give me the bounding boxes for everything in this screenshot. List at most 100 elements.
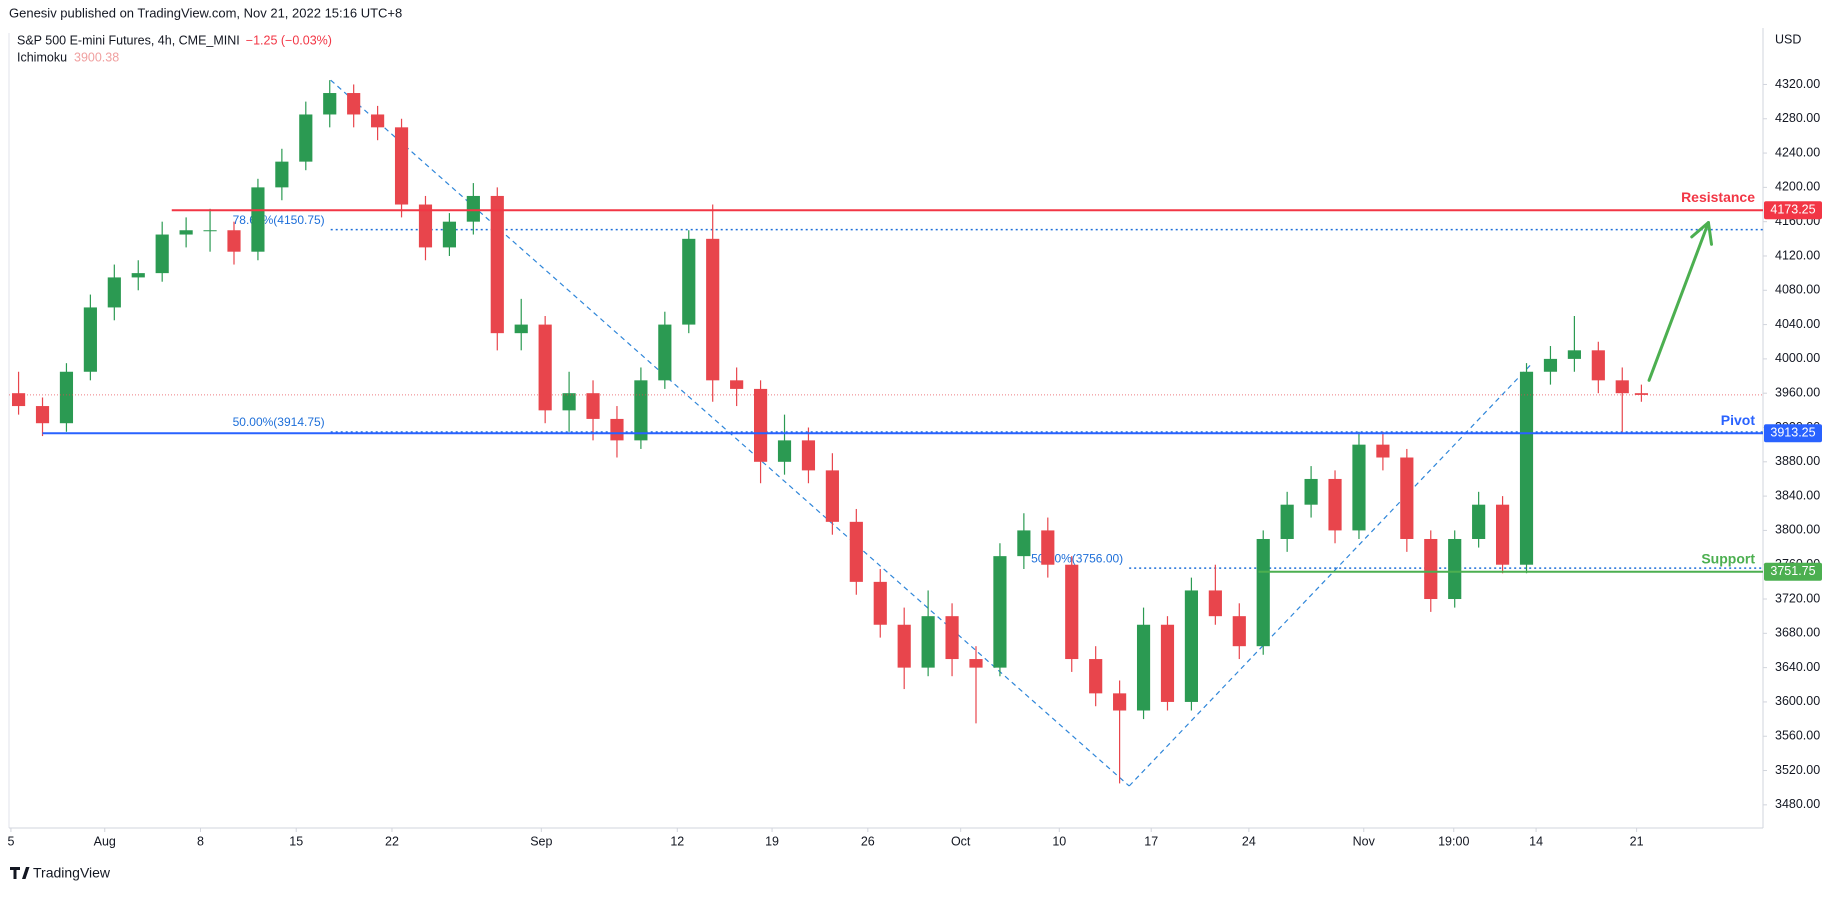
y-tick-label: 4120.00 — [1775, 248, 1820, 262]
price-tag-label: 3751.75 — [1770, 564, 1815, 578]
candle-body — [1041, 530, 1055, 565]
y-tick-label: 3560.00 — [1775, 729, 1820, 743]
candle-body — [753, 388, 768, 462]
x-tick-label: 8 — [197, 834, 204, 848]
candle-body — [131, 273, 145, 278]
candle-body — [1160, 624, 1175, 702]
published-note: Genesiv published on TradingView.com, No… — [9, 5, 402, 20]
y-tick-label: 4280.00 — [1775, 111, 1820, 125]
price-tag-label: 4173.25 — [1770, 203, 1815, 217]
candle-body — [1184, 590, 1199, 702]
y-tick-label: 4040.00 — [1775, 317, 1820, 331]
candle-body — [1448, 538, 1462, 600]
candle-body — [1136, 624, 1151, 711]
candle-body — [1113, 693, 1127, 711]
candle-body — [1424, 538, 1438, 600]
y-tick-label: 4000.00 — [1775, 351, 1820, 365]
y-tick-label: 4200.00 — [1775, 180, 1820, 194]
symbol: S&P 500 E-mini Futures, 4h, CME_MINI — [17, 33, 240, 47]
y-tick-label: 3680.00 — [1775, 626, 1820, 640]
candle-body — [299, 114, 313, 162]
candle-body — [1017, 530, 1031, 557]
candle-body — [514, 324, 528, 334]
candle-body — [466, 195, 480, 222]
y-tick-label: 3640.00 — [1775, 660, 1820, 674]
x-tick-label: 21 — [1630, 834, 1644, 848]
candle-body — [179, 230, 193, 235]
candle-body — [59, 371, 74, 424]
candle-body — [610, 418, 624, 441]
logo-mark — [10, 867, 30, 879]
candle-body — [1352, 444, 1366, 531]
x-tick-label: Sep — [530, 834, 552, 848]
fib-label: 50.00%(3914.75) — [233, 415, 325, 429]
candle-body — [323, 93, 337, 115]
candle-body — [1232, 616, 1246, 647]
candle-body — [538, 324, 552, 411]
candle-body — [1376, 444, 1390, 458]
y-tick-label: 3720.00 — [1775, 591, 1820, 605]
candle-body — [969, 659, 983, 668]
arrow-head — [1690, 221, 1714, 246]
brand-name: TradingView — [33, 865, 111, 881]
candle-body — [418, 204, 433, 248]
candle-body — [682, 238, 696, 325]
candle-body — [1567, 350, 1581, 359]
candle-body — [658, 324, 672, 381]
x-tick-label: Nov — [1353, 834, 1376, 848]
level-name: Support — [1701, 550, 1755, 566]
x-tick-label: 14 — [1529, 834, 1543, 848]
candle-body — [1615, 380, 1629, 394]
candle-body — [706, 238, 720, 381]
candle-body — [442, 221, 456, 248]
candle-body — [1065, 564, 1079, 660]
x-tick-label: 12 — [670, 834, 684, 848]
candle-body — [1280, 504, 1294, 539]
candle-body — [634, 380, 648, 441]
candle-body — [1304, 478, 1318, 505]
x-tick-label: 10 — [1052, 834, 1066, 848]
candle-body — [227, 230, 241, 252]
candle-body — [777, 440, 792, 462]
candle-body — [1089, 659, 1103, 694]
y-tick-label: 3840.00 — [1775, 488, 1820, 502]
y-tick-label: 4320.00 — [1775, 77, 1820, 91]
y-tick-label: 3960.00 — [1775, 385, 1820, 399]
y-tick-label: 4240.00 — [1775, 145, 1820, 159]
plot-area: 78.60%(4150.75)50.00%(3914.75)50.00%(375… — [9, 79, 1763, 787]
candle-body — [107, 277, 121, 308]
candle-body — [993, 556, 1007, 668]
candle-body — [586, 393, 600, 419]
indicator-value: 3900.38 — [74, 50, 119, 64]
price-tag — [1764, 201, 1822, 220]
candle-body — [371, 114, 385, 128]
currency: USD — [1775, 32, 1801, 46]
candle-body — [849, 521, 863, 582]
candle-body — [825, 470, 839, 522]
candle-body — [155, 234, 169, 274]
candle-body — [347, 93, 361, 115]
x-tick-label: Oct — [951, 834, 971, 848]
candle-body — [394, 127, 409, 205]
candle-body — [251, 187, 265, 252]
x-tick-label: 26 — [861, 834, 875, 848]
candle-body — [801, 440, 816, 471]
candle-body — [1208, 590, 1222, 617]
price-tag — [1764, 424, 1822, 443]
candle-body — [1256, 538, 1270, 647]
x-tick-label: 19 — [765, 834, 779, 848]
candle-body — [945, 616, 959, 660]
candle-body — [11, 393, 26, 407]
candle-body — [873, 581, 887, 625]
candle-body — [921, 616, 935, 668]
candle-body — [490, 195, 504, 334]
price-tag — [1764, 562, 1822, 581]
x-tick-label: 24 — [1242, 834, 1256, 848]
candle-body — [275, 161, 289, 188]
candle-body — [897, 624, 911, 668]
candle-body — [1495, 504, 1510, 565]
candle-body — [1519, 371, 1534, 565]
x-tick-label: 17 — [1144, 834, 1158, 848]
